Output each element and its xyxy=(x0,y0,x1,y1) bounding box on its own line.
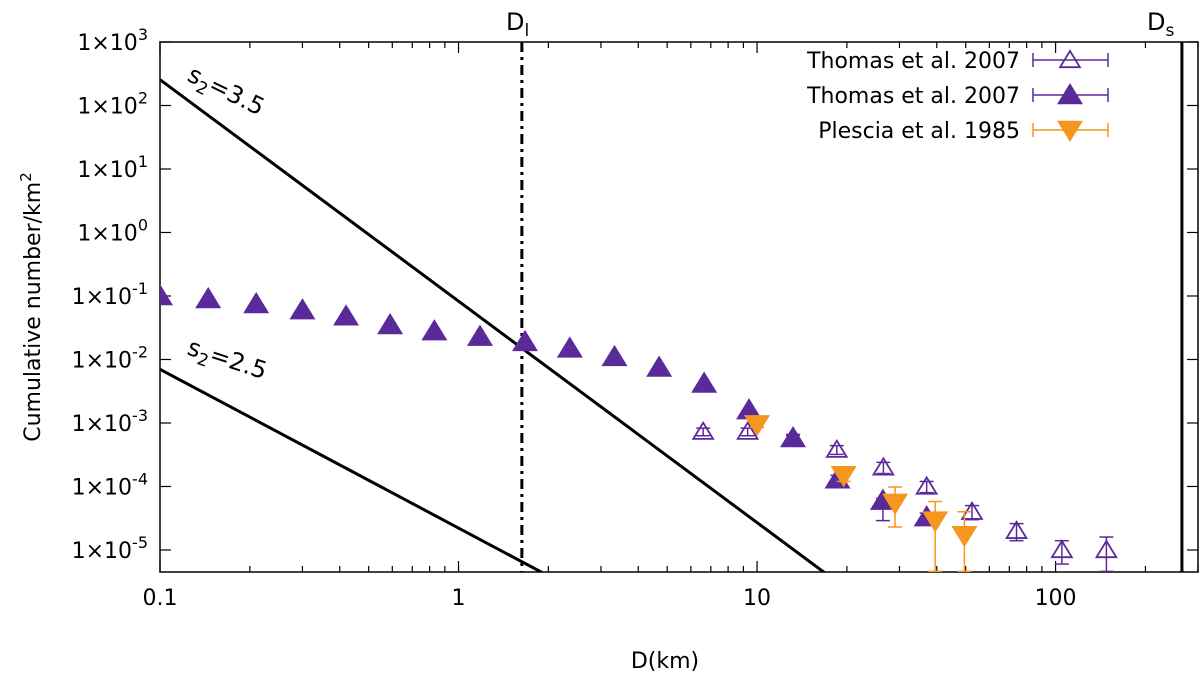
data-point-series-1 xyxy=(1005,520,1029,539)
y-tick-label: 1×102 xyxy=(77,88,148,119)
tick-labels: 0.1 1 10 100 1×103 1×102 1×101 1×100 1×10-1 1×10-… xyxy=(72,25,1077,611)
data-point-series-1 xyxy=(871,456,895,476)
data-point-series-1 xyxy=(1050,539,1074,559)
data-point-series-3 xyxy=(922,511,949,533)
data-point-series-3 xyxy=(951,526,978,548)
data-point-series-3 xyxy=(830,466,857,488)
vertical-lines xyxy=(520,42,1184,572)
data-point-series-2 xyxy=(646,355,673,377)
x-tick-label: 10 xyxy=(743,586,771,611)
y-tick-label: 1×10-3 xyxy=(72,406,148,437)
data-point-series-2 xyxy=(780,426,807,448)
ds-label: Ds xyxy=(1147,8,1174,41)
data-point-series-2 xyxy=(691,371,718,393)
y-tick-label: 1×100 xyxy=(77,215,148,246)
reference-lines xyxy=(160,78,827,572)
legend-label-2: Thomas et al. 2007 xyxy=(806,84,1020,109)
data-point-series-2 xyxy=(160,284,173,306)
legend-marker-2 xyxy=(1057,83,1083,105)
data-point-series-3 xyxy=(744,415,771,437)
y-tick-label: 1×101 xyxy=(77,152,148,183)
data-point-series-3 xyxy=(882,493,909,515)
y-tick-label: 1×10-2 xyxy=(72,342,148,373)
data-point-series-2 xyxy=(243,291,270,314)
slope-label-2-5: s2=2.5 xyxy=(183,333,271,390)
legend-marker-1 xyxy=(1058,49,1082,69)
data-point-series-2 xyxy=(289,298,316,320)
slope-label-3-5: s2=3.5 xyxy=(181,60,269,125)
data-point-series-1 xyxy=(915,475,939,495)
y-tick-label: 1×103 xyxy=(77,25,148,56)
data-point-series-2 xyxy=(466,324,493,346)
legend-label-1: Thomas et al. 2007 xyxy=(806,49,1020,74)
data-point-series-2 xyxy=(556,336,583,358)
y-tick-label: 1×10-4 xyxy=(72,469,148,500)
axis-ticks xyxy=(159,41,1199,572)
x-tick-label: 0.1 xyxy=(143,586,178,611)
data-point-series-2 xyxy=(512,329,539,352)
y-axis-label: Cumulative number/km2 xyxy=(17,172,46,442)
legend: Thomas et al. 2007 Thomas et al. 2007 Pl… xyxy=(806,49,1109,144)
data-point-series-1 xyxy=(1094,539,1118,559)
dl-label: Dl xyxy=(506,8,529,41)
legend-marker-3 xyxy=(1057,120,1083,142)
data-points xyxy=(160,284,1118,572)
data-point-series-2 xyxy=(421,319,448,341)
data-point-series-1 xyxy=(691,420,715,440)
data-point-series-1 xyxy=(960,501,984,520)
data-point-series-2 xyxy=(377,312,404,335)
x-tick-label: 100 xyxy=(1035,586,1077,611)
data-point-series-2 xyxy=(195,286,222,309)
y-tick-label: 1×10-5 xyxy=(72,533,148,564)
x-tick-label: 1 xyxy=(452,586,466,611)
plot-frame xyxy=(159,41,1199,573)
slope-line-s2-3-5 xyxy=(160,78,827,572)
data-point-series-2 xyxy=(601,344,628,367)
slope-line-s2-2-5 xyxy=(160,367,545,572)
data-point-series-1 xyxy=(736,420,760,440)
y-tick-label: 1×10-1 xyxy=(72,279,148,310)
annotations: s2=3.5 s2=2.5 Dl Ds xyxy=(181,8,1174,390)
x-axis-label: D(km) xyxy=(631,649,699,674)
data-point-series-2 xyxy=(333,304,360,326)
data-point-series-1 xyxy=(825,438,849,458)
legend-samples xyxy=(1032,49,1109,142)
legend-label-3: Plescia et al. 1985 xyxy=(818,119,1020,144)
